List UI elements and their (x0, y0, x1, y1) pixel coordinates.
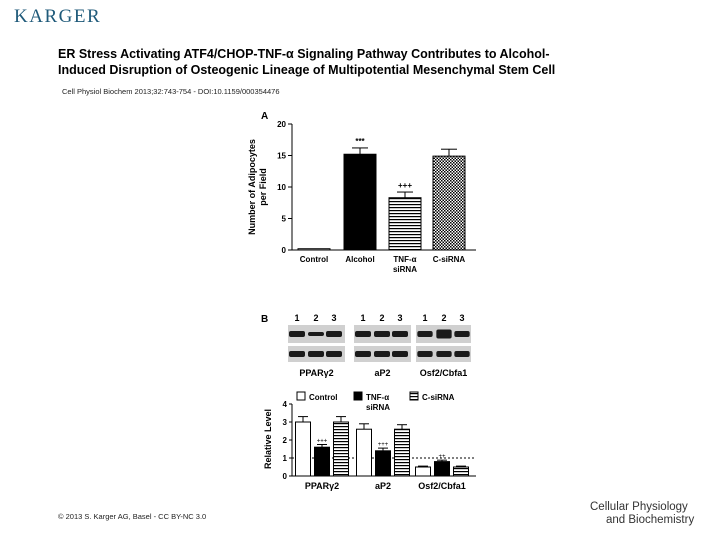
bar (295, 421, 311, 477)
lane-number: 3 (397, 313, 402, 323)
bar (453, 466, 469, 477)
y-tick-label: 0 (283, 472, 288, 481)
significance-mark: +++ (398, 181, 412, 190)
bar (297, 248, 331, 251)
journal-line-2: and Biochemistry (606, 514, 695, 526)
protein-band (308, 332, 324, 336)
lane-number: 2 (441, 313, 446, 323)
bar (333, 421, 349, 477)
title-line-2: Induced Disruption of Osteogenic Lineage… (58, 63, 556, 77)
y-tick-label: 5 (282, 215, 287, 224)
protein-band (454, 331, 470, 337)
bar (375, 450, 391, 477)
legend-label: siRNA (366, 403, 390, 412)
panel-a-ylabel-line2: per Field (258, 168, 268, 206)
y-tick-label: 10 (277, 183, 286, 192)
bar (356, 428, 372, 477)
blot-label: PPARγ2 (299, 368, 333, 378)
loading-band (289, 351, 305, 357)
y-tick-label: 3 (283, 418, 288, 427)
x-tick-label: PPARγ2 (305, 481, 339, 491)
protein-band (392, 331, 408, 337)
citation: Cell Physiol Biochem 2013;32:743-754 - D… (62, 87, 280, 96)
slide-title: ER Stress Activating ATF4/CHOP-TNF-α Sig… (58, 46, 698, 78)
publisher-logo: KARGER (14, 6, 102, 27)
lane-number: 3 (459, 313, 464, 323)
lane-number: 1 (360, 313, 365, 323)
title-line-1: ER Stress Activating ATF4/CHOP-TNF-α Sig… (58, 47, 550, 61)
legend-swatch (353, 391, 363, 401)
copyright: © 2013 S. Karger AG, Basel - CC BY-NC 3.… (58, 512, 207, 521)
y-tick-label: 15 (277, 152, 286, 161)
y-tick-label: 2 (283, 436, 288, 445)
loading-band (326, 351, 342, 357)
loading-band (417, 351, 433, 357)
journal-logo: Cellular Physiology and Biochemistry (590, 501, 715, 527)
protein-band (436, 329, 452, 339)
loading-band (308, 351, 324, 357)
lane-number: 2 (379, 313, 384, 323)
significance-mark: *** (355, 137, 365, 146)
significance-mark: +++ (378, 442, 389, 448)
significance-mark: +++ (317, 439, 328, 445)
protein-band (374, 331, 390, 337)
lane-number: 2 (313, 313, 318, 323)
bar (388, 197, 422, 251)
bar (415, 466, 431, 477)
protein-band (417, 331, 433, 337)
lane-number: 3 (331, 313, 336, 323)
significance-mark: ++ (438, 454, 446, 460)
y-tick-label: 20 (277, 120, 286, 129)
legend-label: Control (309, 393, 337, 402)
bar (314, 446, 330, 477)
loading-band (355, 351, 371, 357)
blot-label: aP2 (374, 368, 390, 378)
protein-band (289, 331, 305, 337)
loading-band (454, 351, 470, 357)
loading-band (374, 351, 390, 357)
legend-label: C-siRNA (422, 393, 455, 402)
western-blots: 1 2 3 PPARγ2 1 2 3 aP2 1 2 3 Osf2/Cbfa1 (288, 313, 471, 378)
x-tick-label: Control (300, 255, 328, 264)
legend-swatch (296, 391, 306, 401)
journal-line-1: Cellular Physiology (590, 501, 688, 513)
loading-band (436, 351, 452, 357)
x-tick-label: siRNA (393, 265, 417, 274)
lane-number: 1 (294, 313, 299, 323)
lane-number: 1 (422, 313, 427, 323)
protein-band (355, 331, 371, 337)
bar (343, 153, 377, 251)
protein-band (326, 331, 342, 337)
legend-label: TNF-α (366, 393, 389, 402)
x-tick-label: C-siRNA (433, 255, 466, 264)
panel-b-label: B (261, 314, 268, 325)
loading-band (392, 351, 408, 357)
panel-a-ylabel-line1: Number of Adipocytes (247, 139, 257, 235)
x-tick-label: aP2 (375, 481, 391, 491)
y-tick-label: 0 (282, 246, 287, 255)
bar (434, 461, 450, 477)
bar (432, 155, 466, 251)
x-tick-label: Alcohol (345, 255, 374, 264)
panel-a-label: A (261, 111, 268, 122)
legend-swatch (409, 391, 419, 401)
x-tick-label: Osf2/Cbfa1 (418, 481, 466, 491)
y-tick-label: 1 (283, 454, 288, 463)
panel-b-ylabel: Relative Level (263, 409, 273, 469)
bar (394, 428, 410, 477)
blot-label: Osf2/Cbfa1 (420, 368, 468, 378)
x-tick-label: TNF-α (393, 255, 416, 264)
y-tick-label: 4 (283, 400, 288, 409)
